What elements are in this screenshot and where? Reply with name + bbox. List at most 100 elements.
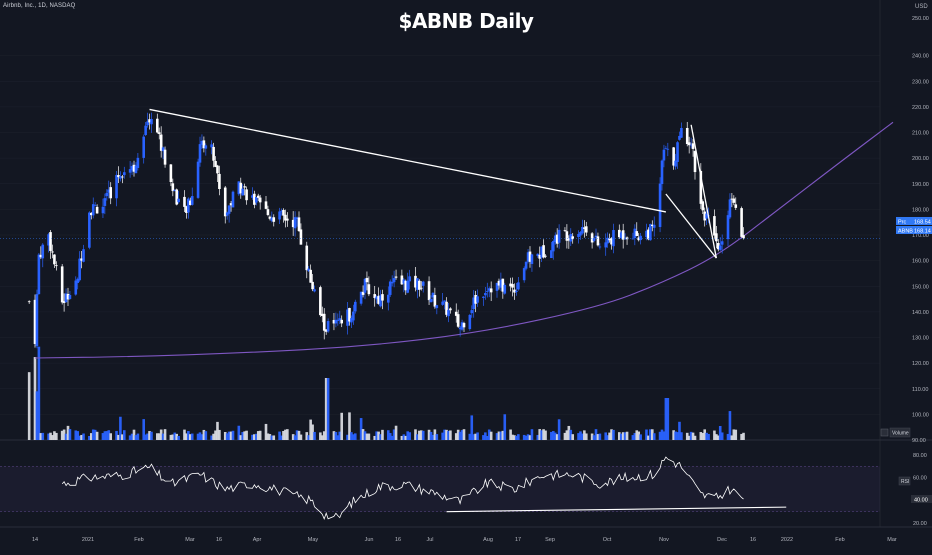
volume-bar [299, 434, 303, 440]
candle [487, 288, 491, 291]
candle [218, 173, 221, 189]
candle [718, 245, 722, 250]
candle [78, 258, 81, 281]
volume-bar [536, 434, 540, 440]
candle [583, 227, 586, 229]
trendlines[interactable] [149, 108, 717, 259]
volume-bar [198, 432, 202, 440]
volume-bar [608, 432, 611, 440]
volume-bar [703, 429, 707, 440]
candle [456, 314, 460, 327]
candle [524, 261, 528, 269]
volume-bar [569, 429, 573, 440]
volume-badge-box [889, 427, 911, 438]
candle [445, 301, 448, 315]
volume-bar [598, 433, 602, 440]
volume-bar [515, 435, 518, 440]
volume-bar [268, 434, 272, 440]
volume-bar [691, 432, 695, 440]
support-curve[interactable] [34, 121, 894, 359]
candle [542, 245, 545, 258]
volume-bar [78, 435, 81, 440]
candle [363, 278, 367, 293]
candle [177, 198, 180, 203]
candle [352, 311, 355, 321]
candle [60, 266, 64, 303]
candle [136, 157, 140, 168]
abnb-badge-box [896, 226, 932, 234]
candle [699, 170, 703, 204]
volume-bar [567, 425, 571, 440]
trendline[interactable] [149, 108, 667, 213]
volume-bar [470, 415, 474, 440]
volume-bar [177, 435, 180, 440]
trendline[interactable] [665, 193, 717, 259]
volume-badge[interactable]: Volume [892, 431, 909, 437]
rsi-value-box [911, 495, 932, 503]
candle [392, 278, 396, 283]
volume-bar [334, 432, 338, 440]
candle [501, 278, 505, 292]
volume-bar [173, 432, 177, 440]
time-tick-label: 17 [515, 537, 521, 543]
volume-bar [225, 433, 229, 440]
volume-bar [353, 433, 357, 440]
volume-bar [689, 431, 693, 440]
volume-bar [33, 357, 37, 440]
volume-bar [503, 414, 507, 440]
volume-bar [35, 391, 39, 440]
symbol-info: Airbnb, Inc., 1D, NASDAQ [3, 3, 76, 9]
rsi-badge-box [898, 476, 911, 486]
volume-bar [68, 429, 72, 440]
volume-bar [64, 433, 68, 440]
candle [187, 198, 190, 213]
volume-bar [142, 419, 146, 440]
rsi-badge[interactable]: RSI [901, 479, 909, 485]
candle [693, 151, 697, 173]
candle [340, 319, 344, 324]
candle [608, 238, 611, 241]
volume-bar [218, 429, 221, 440]
time-axis[interactable]: 14 2021 Feb Mar 16 Apr May Jun 16 Jul Aug 17 Sep Oct N… [32, 537, 897, 543]
volume-bar [93, 429, 97, 440]
candle [631, 238, 635, 240]
candle [462, 323, 466, 328]
volume-bar [400, 435, 404, 440]
volume-bar [678, 421, 681, 440]
candle [716, 242, 720, 250]
volume-bar [555, 434, 559, 440]
candle [33, 299, 37, 344]
candle [485, 291, 489, 292]
candle [105, 192, 109, 197]
rsi-scale[interactable]: 20.00 40.00 60.00 80.00 [913, 453, 927, 527]
candle [419, 287, 423, 289]
candle [649, 224, 652, 241]
rsi-trendline[interactable] [446, 506, 787, 513]
volume-bar [666, 398, 670, 440]
volume-bar [443, 429, 446, 440]
trendline[interactable] [690, 124, 717, 259]
volume-bar [660, 429, 664, 440]
candle [51, 251, 54, 253]
volume-icon[interactable] [880, 428, 889, 437]
volume-bar [579, 431, 582, 440]
volume-bar [495, 433, 499, 440]
candle [237, 181, 241, 195]
volume-bar [501, 430, 505, 440]
volume-bar [51, 435, 54, 440]
volume-bar [433, 429, 437, 440]
volume-bar [187, 431, 190, 440]
candle [513, 289, 516, 293]
time-tick-label: Oct [603, 537, 612, 543]
candle [150, 119, 153, 125]
price-tick-label: 190.00 [912, 182, 929, 188]
price-scale[interactable]: 90.00 100.00 110.00 120.00 130.00 140.00 150.0… [912, 16, 929, 444]
volume-bar [445, 429, 448, 440]
volume-bar [474, 433, 477, 440]
time-tick-label: Jun [365, 537, 374, 543]
volume-bar [524, 435, 528, 440]
candle [117, 175, 120, 178]
volume-bar [361, 429, 365, 440]
